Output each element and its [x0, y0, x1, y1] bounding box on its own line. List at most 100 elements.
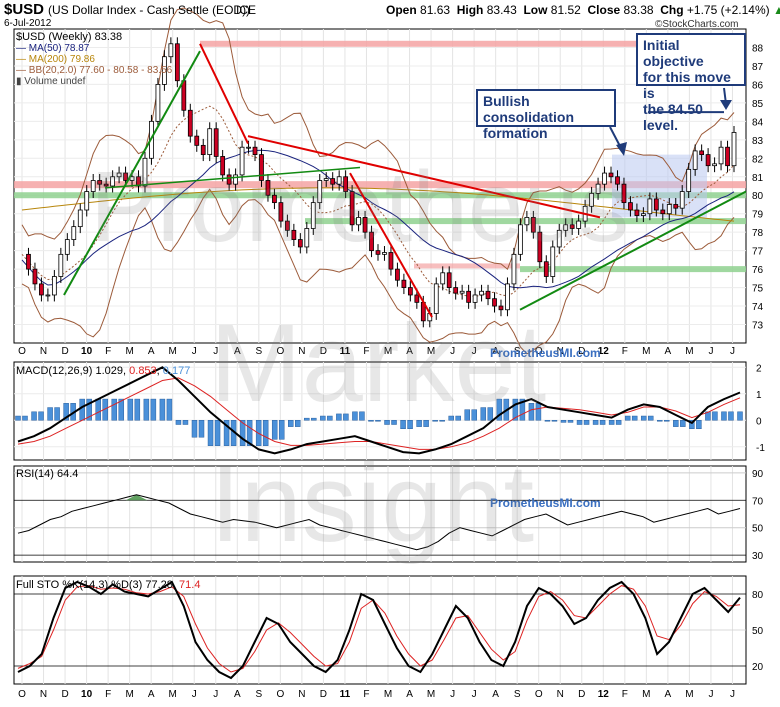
candle-up: [679, 185, 685, 215]
candle-down: [608, 166, 614, 184]
candle-body: [414, 294, 420, 303]
candle-body: [653, 198, 659, 211]
candle-up: [304, 222, 310, 254]
candle-body: [142, 157, 148, 187]
candle-body: [407, 287, 413, 296]
candle-body: [155, 84, 161, 122]
macd-histogram-bar: [423, 420, 429, 427]
candle-body: [666, 204, 672, 215]
macd-histogram-bar: [576, 420, 583, 425]
candle-body: [459, 290, 465, 294]
candle-up: [310, 196, 316, 235]
candle-down: [453, 281, 459, 300]
candle-up: [84, 185, 90, 217]
candle-up: [731, 125, 737, 173]
x-tick-label-bottom: J: [213, 689, 218, 700]
candle-body: [369, 231, 374, 252]
macd-histogram-bar: [657, 420, 663, 422]
trendline-green-rise: [63, 50, 201, 296]
candle-down: [330, 172, 336, 191]
candle-up: [602, 166, 607, 191]
macd-histogram-bar: [528, 403, 535, 421]
candle-down: [725, 140, 730, 173]
candle-body: [731, 132, 737, 167]
macd-histogram-bar: [455, 415, 461, 421]
candle-down: [375, 244, 381, 261]
source-credit: ©StockCharts.com: [655, 19, 739, 30]
macd-histogram-bar: [448, 415, 454, 421]
candle-body: [543, 261, 549, 277]
x-tick-label-bottom: D: [578, 689, 585, 700]
candle-up: [71, 220, 77, 247]
candle-body: [660, 209, 666, 215]
candle-body: [343, 176, 349, 192]
candle-up: [440, 266, 446, 291]
macd-histogram-bar: [583, 420, 590, 425]
candle-down: [530, 210, 536, 239]
candle-body: [446, 272, 452, 288]
candle-body: [608, 172, 614, 178]
candle-up: [505, 277, 510, 317]
candle-body: [356, 216, 361, 226]
price-y-tick-label: 86: [752, 80, 764, 91]
candle-down: [32, 262, 38, 291]
macd-histogram-bar: [111, 398, 118, 421]
candle-body: [537, 231, 543, 263]
candle-body: [641, 213, 646, 216]
rsi-y-tick-label: 70: [752, 496, 764, 507]
macd-histogram-bar: [624, 415, 631, 421]
macd-y-tick-label: 1: [756, 390, 762, 401]
candle-body: [362, 216, 368, 233]
x-tick-label-top: S: [255, 346, 262, 357]
macd-histogram-bar: [191, 420, 198, 438]
candle-up: [58, 247, 64, 283]
candle-down: [699, 144, 705, 162]
x-tick-label-top: J: [213, 346, 218, 357]
objective-annotation: Initial objective for this move is the 8…: [636, 33, 746, 133]
candle-body: [285, 220, 290, 231]
panel-frame-2: [13, 465, 747, 563]
macd-histogram-bar: [608, 420, 615, 425]
candle-body: [595, 183, 601, 194]
x-tick-label-top: D: [320, 346, 327, 357]
consolidation-arrowhead: [616, 142, 627, 156]
candle-down: [498, 299, 504, 317]
candle-up: [712, 157, 717, 173]
candle-body: [77, 209, 83, 228]
price-y-tick-label: 73: [752, 321, 764, 332]
candle-down: [407, 281, 413, 302]
x-tick-label-top: A: [665, 346, 672, 357]
x-tick-label-top: M: [685, 346, 693, 357]
price-y-tick-label: 88: [752, 43, 764, 54]
macd-histogram-bar: [673, 420, 679, 427]
macd-histogram-bar: [464, 409, 470, 421]
x-tick-label-bottom: M: [685, 689, 693, 700]
candle-body: [705, 154, 711, 167]
x-tick-label-top: A: [406, 346, 413, 357]
macd-histogram-bar: [615, 420, 622, 425]
price-y-tick-label: 84: [752, 117, 764, 128]
x-tick-label-top: A: [492, 346, 499, 357]
candle-down: [653, 192, 659, 217]
x-tick-label-bottom: M: [642, 689, 650, 700]
candle-down: [272, 188, 277, 210]
macd-histogram-bar: [712, 411, 718, 421]
candle-down: [259, 148, 264, 187]
candle-body: [162, 56, 167, 85]
candle-up: [323, 172, 329, 187]
price-y-tick-label: 81: [752, 173, 764, 184]
macd-histogram-bar: [320, 415, 326, 421]
candle-body: [479, 290, 484, 296]
ma50-line: [21, 149, 735, 289]
candle-body: [615, 176, 620, 185]
candle-up: [718, 140, 724, 171]
candle-body: [518, 224, 523, 255]
x-tick-label-top: N: [40, 346, 47, 357]
bollinger-upper-line: [21, 7, 735, 271]
macd-histogram-bar: [166, 398, 173, 421]
macd-histogram-bar: [384, 420, 390, 425]
candle-up: [576, 214, 582, 235]
rsi-legend: RSI(14) 64.4: [16, 468, 79, 480]
candle-body: [226, 174, 232, 185]
macd-histogram-bar: [336, 413, 342, 421]
